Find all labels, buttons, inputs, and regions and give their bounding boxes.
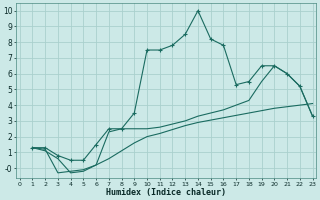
X-axis label: Humidex (Indice chaleur): Humidex (Indice chaleur) <box>106 188 226 197</box>
